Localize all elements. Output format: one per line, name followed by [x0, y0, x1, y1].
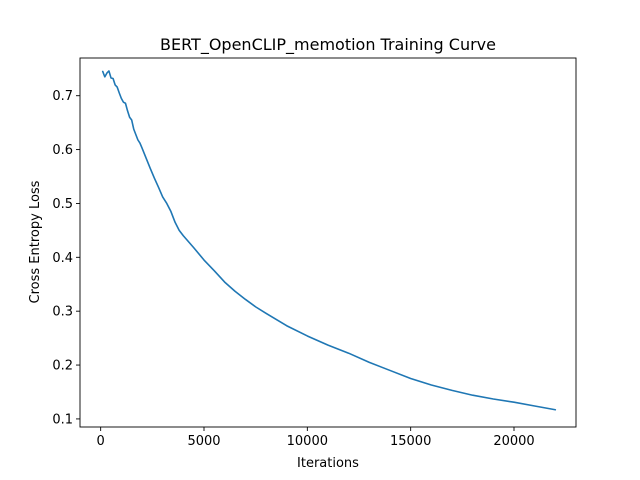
x-tick-label: 20000	[493, 434, 534, 449]
y-tick-label: 0.6	[52, 143, 73, 158]
y-tick-label: 0.1	[52, 412, 73, 427]
y-axis-label: Cross Entropy Loss	[28, 180, 43, 303]
series-line-0	[101, 70, 557, 411]
x-tick-label: 15000	[390, 434, 431, 449]
chart-title: BERT_OpenCLIP_memotion Training Curve	[160, 35, 496, 55]
x-tick-label: 10000	[287, 434, 328, 449]
plot-area: 0 5000 10000 15000 20000 0.1 0.2 0.3 0.4 0.5 0.6 0.…	[52, 57, 577, 449]
x-tick-label: 0	[97, 434, 105, 449]
y-tick-label: 0.5	[52, 197, 73, 212]
x-tick-label: 5000	[187, 434, 220, 449]
plot-frame	[79, 57, 577, 428]
y-tick-label: 0.3	[52, 305, 73, 320]
y-tick-label: 0.2	[52, 359, 73, 374]
y-tick-label: 0.4	[52, 251, 73, 266]
y-tick-label: 0.7	[52, 89, 73, 104]
x-axis-label: Iterations	[297, 456, 359, 471]
